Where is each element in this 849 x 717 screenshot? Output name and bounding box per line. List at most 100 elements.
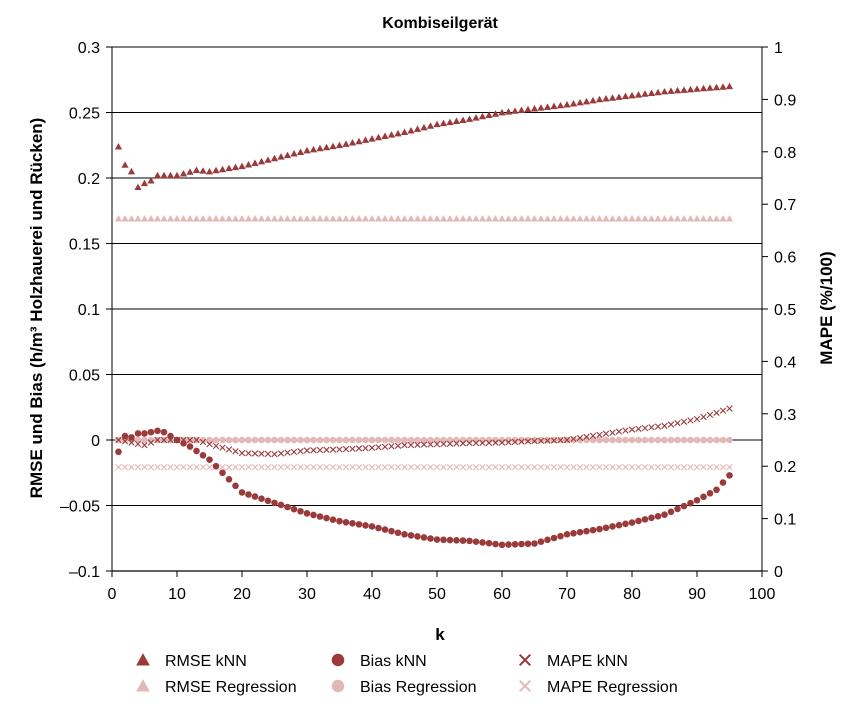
data-point (264, 497, 272, 505)
data-point (505, 436, 512, 444)
data-point (700, 436, 707, 444)
data-point (193, 447, 200, 455)
data-point (596, 464, 603, 471)
data-point (544, 536, 551, 544)
data-point (342, 436, 350, 444)
data-point (446, 536, 454, 544)
data-point (472, 464, 480, 471)
data-point (583, 433, 590, 441)
data-point (362, 464, 369, 471)
data-point (654, 88, 662, 96)
data-point (212, 442, 220, 450)
data-point (251, 493, 259, 500)
data-point (700, 413, 707, 421)
data-point (466, 439, 473, 447)
data-point (271, 436, 278, 444)
data-point (342, 464, 350, 471)
data-point (667, 421, 675, 428)
data-point (362, 436, 369, 444)
data-point (160, 436, 168, 444)
data-point (180, 464, 187, 471)
data-point (459, 440, 467, 447)
data-point (271, 450, 278, 458)
data-point (349, 445, 356, 452)
data-point (537, 464, 545, 471)
data-point (192, 166, 201, 174)
data-point (511, 464, 519, 471)
data-point (257, 157, 266, 165)
data-point (154, 464, 161, 471)
data-point (504, 215, 513, 222)
data-point (706, 411, 714, 419)
data-point (342, 215, 350, 222)
data-point (615, 215, 623, 222)
y-tick-label-right: 0.9 (774, 92, 796, 109)
data-point (335, 215, 344, 222)
data-point (544, 437, 551, 444)
data-point (712, 83, 721, 91)
data-point (336, 436, 343, 444)
data-point (316, 215, 324, 222)
data-point (251, 215, 259, 222)
data-point (375, 444, 382, 451)
data-point (628, 519, 636, 526)
data-point (478, 215, 487, 222)
data-point (238, 489, 246, 496)
y-tick-label-left: 0.3 (78, 40, 100, 57)
chart-title: Kombiseilgerät (382, 15, 498, 32)
legend-marker (331, 679, 345, 693)
data-point (225, 464, 233, 471)
data-point (439, 215, 448, 222)
data-point (186, 436, 194, 444)
data-point (485, 215, 493, 222)
data-point (492, 540, 499, 548)
data-point (335, 141, 344, 149)
data-point (349, 436, 356, 444)
data-point (309, 215, 318, 222)
data-point (349, 520, 356, 527)
data-point (413, 215, 422, 222)
data-point (518, 464, 525, 471)
y-tick-label-right: 0.2 (774, 459, 796, 476)
data-point (628, 436, 636, 444)
data-point (154, 436, 161, 444)
data-point (505, 439, 512, 446)
data-point (134, 464, 142, 471)
data-point (563, 464, 571, 471)
data-point (674, 464, 681, 471)
data-point (270, 154, 279, 162)
legend-label: MAPE Regression (547, 679, 678, 696)
data-point (648, 436, 655, 444)
data-point (518, 438, 525, 445)
data-point (323, 514, 330, 522)
data-point (225, 164, 233, 172)
data-point (297, 464, 304, 471)
data-point (667, 436, 675, 444)
data-point (219, 469, 226, 477)
data-point (700, 464, 707, 471)
data-point (622, 427, 629, 434)
data-point (258, 436, 265, 444)
data-point (381, 526, 389, 533)
data-point (654, 436, 662, 444)
data-point (381, 436, 389, 444)
data-point (622, 436, 629, 444)
data-point (290, 436, 298, 444)
axes: 0.3 0.25 0.2 0.15 0.1 0.05 0 –0.05 –0.1 1 0.9 0.8 0.… (60, 40, 796, 603)
data-series (114, 82, 734, 549)
data-point (485, 464, 493, 471)
data-point (401, 531, 408, 538)
data-point (387, 131, 396, 138)
data-point (251, 450, 259, 457)
data-point (232, 448, 239, 455)
data-point (232, 436, 239, 444)
data-point (394, 464, 402, 471)
data-point (348, 215, 357, 222)
legend-entry: Bias kNN (331, 653, 427, 670)
data-point (258, 450, 265, 457)
data-point (543, 215, 552, 222)
data-point (270, 215, 279, 222)
data-point (589, 464, 597, 471)
data-point (661, 436, 668, 444)
data-point (180, 439, 187, 447)
